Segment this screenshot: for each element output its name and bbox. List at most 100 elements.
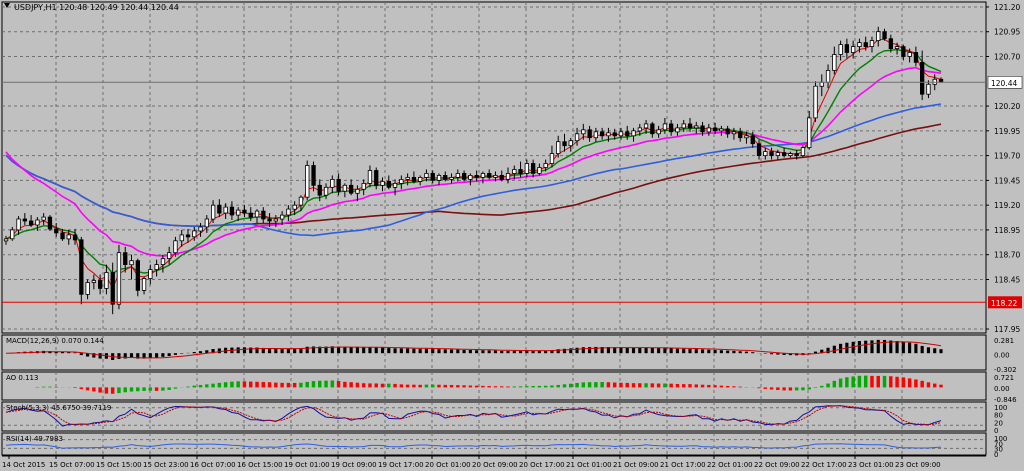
header-dropdown-icon[interactable]	[4, 3, 10, 8]
time-tick-label: 22 Oct 17:00	[801, 461, 847, 469]
candle-bear	[110, 272, 115, 305]
candle-bull	[581, 129, 586, 135]
indicator-tick-label: 0	[994, 451, 998, 459]
candle-bull	[254, 210, 260, 218]
time-tick-label: 23 Oct 09:00	[895, 461, 941, 469]
candle-bear	[47, 216, 53, 230]
indicator-label: AO 0.113	[6, 374, 38, 382]
time-tick-label: 22 Oct 01:00	[707, 461, 753, 469]
candle-bear	[28, 220, 34, 226]
candle-bear	[882, 31, 887, 40]
candle-bull	[210, 204, 216, 220]
panel-frame	[1, 432, 987, 456]
price-tick-label: 120.20	[994, 102, 1020, 111]
candle-bear	[311, 165, 316, 186]
candle-bear	[374, 170, 379, 186]
candle-bull	[851, 46, 856, 53]
candle-bull	[173, 240, 178, 254]
candle-bear	[474, 174, 479, 178]
candle-bull	[524, 163, 529, 174]
ma-magenta-line	[5, 66, 942, 257]
candle-bear	[229, 206, 235, 216]
candle-bull	[166, 252, 172, 259]
grid-lines	[1, 1, 987, 334]
indicator-tick-label: 0.00	[994, 385, 1010, 393]
candle-bear	[72, 234, 78, 241]
candle-bull	[192, 230, 197, 238]
candle-bull	[160, 258, 166, 266]
candle-bull	[505, 172, 511, 180]
time-tick-label: 16 Oct 15:00	[237, 461, 283, 469]
candle-bull	[869, 40, 875, 47]
candle-bull	[662, 123, 668, 131]
price-levels	[2, 81, 986, 303]
price-tick-label: 118.45	[994, 275, 1020, 284]
price-tick-label: 119.20	[994, 201, 1020, 210]
candle-bear	[531, 163, 536, 174]
candle-bear	[348, 184, 354, 194]
main-panel-frame	[1, 1, 987, 334]
price-candles[interactable]	[3, 26, 944, 315]
price-tick-label: 119.45	[994, 176, 1020, 185]
candle-bull	[16, 218, 21, 231]
candle-bull	[236, 209, 241, 216]
macd-signal-line	[5, 341, 942, 359]
indicator-tick-label: 0	[994, 427, 998, 435]
panel-ao[interactable]: 0.721 0.00 -0.846 AO 0.113	[1, 371, 1017, 404]
candle-bull	[907, 52, 912, 57]
candle-bull	[512, 169, 517, 174]
candle-bear	[54, 228, 59, 234]
candle-bull	[838, 44, 843, 55]
candle-bull	[35, 219, 40, 226]
candle-bull	[606, 132, 611, 137]
indicator-tick-label: 100	[994, 435, 1007, 443]
level-price-label: 118.22	[991, 299, 1017, 308]
panel-macd[interactable]: 0.281 0.00 -0.302 MACD(12,26,9) 0.070 0.144	[1, 334, 1017, 374]
candle-bear	[920, 62, 925, 95]
candle-bull	[223, 206, 228, 214]
candle-bull	[286, 208, 291, 216]
candle-bull	[148, 269, 153, 279]
ma-green-line	[5, 48, 942, 275]
candle-bear	[901, 46, 906, 57]
candle-bear	[687, 123, 693, 129]
candle-bull	[819, 81, 824, 87]
candle-bull	[116, 252, 122, 305]
price-axis[interactable]: 121.20 120.95 120.70 120.44 120.20 119.95 119.…	[986, 3, 1023, 334]
candle-bull	[141, 278, 147, 291]
candle-bull	[763, 151, 768, 157]
indicator-tick-label: 0.281	[994, 337, 1014, 345]
candle-bull	[3, 238, 9, 242]
candle-bull	[179, 234, 184, 242]
candle-bear	[587, 129, 592, 139]
candle-bull	[392, 182, 398, 188]
time-axis[interactable]: 14 Oct 2015 15 Oct 07:00 15 Oct 15:00 15 Oc…	[2, 455, 986, 469]
candle-bull	[85, 282, 90, 295]
candle-bull	[41, 216, 46, 221]
candle-bear	[22, 218, 28, 222]
candle-bear	[499, 174, 504, 180]
candle-bull	[342, 184, 348, 192]
candle-bear	[242, 209, 247, 214]
candle-bull	[593, 131, 598, 139]
time-tick-label: 15 Oct 07:00	[49, 461, 95, 469]
candle-bull	[367, 170, 373, 184]
candle-bull	[436, 174, 442, 181]
current-price-tag	[987, 76, 1023, 89]
time-tick-label: 20 Oct 01:00	[425, 461, 471, 469]
candle-bull	[543, 163, 548, 168]
candle-bear	[261, 210, 266, 220]
price-tick-label: 120.70	[994, 53, 1020, 62]
indicator-panels[interactable]: 0.281 0.00 -0.302 MACD(12,26,9) 0.070 0.144…	[1, 334, 1017, 459]
price-tick-label: 121.20	[994, 3, 1020, 12]
candle-bull	[675, 127, 680, 133]
candle-bull	[198, 226, 203, 232]
candle-bull	[643, 123, 649, 129]
time-tick-label: 16 Oct 07:00	[190, 461, 236, 469]
candle-bear	[669, 123, 674, 133]
candle-bull	[399, 178, 404, 184]
candle-bear	[317, 184, 322, 196]
